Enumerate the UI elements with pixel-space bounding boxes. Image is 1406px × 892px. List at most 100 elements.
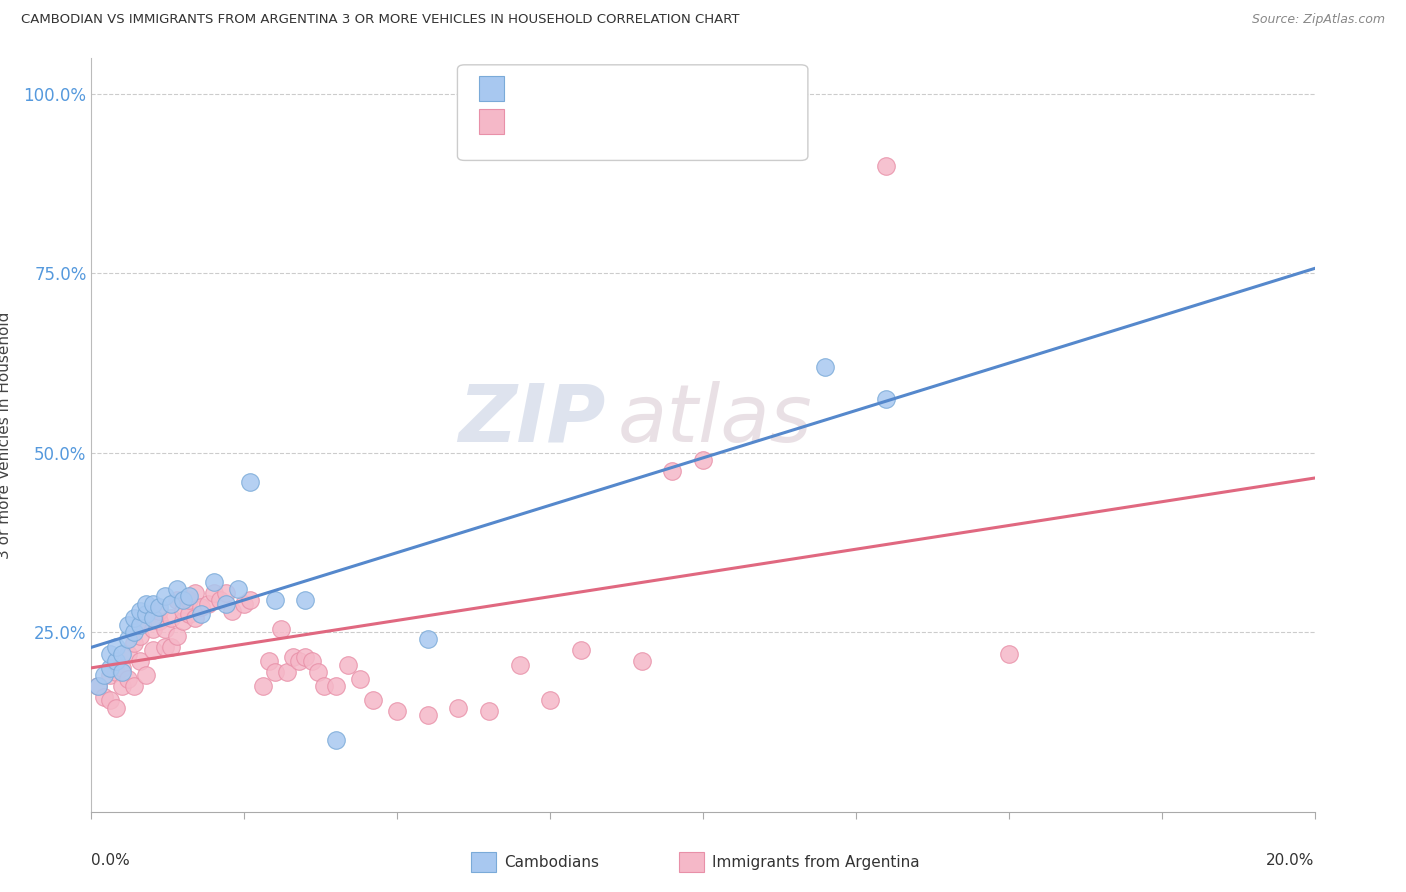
Point	[239, 475, 262, 489]
Point	[117, 632, 139, 647]
Point	[98, 668, 121, 682]
Point	[166, 582, 188, 597]
Point	[153, 622, 176, 636]
Point	[202, 586, 225, 600]
Point	[122, 679, 145, 693]
Point	[172, 593, 194, 607]
Point	[111, 647, 134, 661]
Point	[264, 593, 287, 607]
Point	[661, 464, 683, 478]
Point	[135, 615, 157, 629]
Point	[148, 604, 170, 618]
Point	[631, 654, 654, 668]
Text: atlas: atlas	[617, 381, 813, 458]
Point	[93, 690, 115, 704]
Point	[385, 704, 409, 718]
Point	[252, 679, 274, 693]
Point	[239, 593, 262, 607]
Point	[141, 643, 163, 657]
Point	[875, 392, 898, 406]
Text: ZIP: ZIP	[458, 381, 605, 458]
Point	[197, 597, 219, 611]
Text: CAMBODIAN VS IMMIGRANTS FROM ARGENTINA 3 OR MORE VEHICLES IN HOUSEHOLD CORRELATI: CAMBODIAN VS IMMIGRANTS FROM ARGENTINA 3…	[21, 13, 740, 27]
Point	[141, 622, 163, 636]
Point	[135, 668, 157, 682]
Point	[875, 159, 898, 173]
Point	[160, 611, 183, 625]
Point	[141, 611, 163, 625]
Point	[416, 707, 439, 722]
Point	[166, 629, 188, 643]
Point	[325, 679, 347, 693]
Point	[264, 665, 287, 679]
Point	[294, 650, 316, 665]
Point	[86, 679, 108, 693]
Point	[416, 632, 439, 647]
Point	[172, 615, 194, 629]
Point	[160, 640, 183, 654]
Point	[104, 654, 127, 668]
Point	[86, 679, 108, 693]
Point	[478, 704, 501, 718]
Point	[129, 604, 152, 618]
Text: R = 0.600   N = 35: R = 0.600 N = 35	[513, 81, 679, 96]
Point	[98, 693, 121, 707]
Point	[117, 647, 139, 661]
Point	[447, 700, 470, 714]
Point	[104, 700, 127, 714]
Point	[270, 622, 292, 636]
Point	[179, 607, 201, 622]
Point	[172, 604, 194, 618]
Point	[153, 640, 176, 654]
Point	[135, 607, 157, 622]
Point	[184, 611, 207, 625]
Point	[111, 665, 134, 679]
Point	[569, 643, 592, 657]
Text: R = 0.543   N = 67: R = 0.543 N = 67	[513, 113, 679, 128]
Point	[184, 586, 207, 600]
Point	[325, 733, 347, 747]
Point	[129, 629, 152, 643]
Point	[160, 597, 183, 611]
Point	[283, 650, 305, 665]
Point	[215, 597, 238, 611]
Point	[215, 586, 238, 600]
Point	[129, 654, 152, 668]
Point	[226, 582, 249, 597]
Point	[141, 597, 163, 611]
Point	[307, 665, 329, 679]
Point	[111, 679, 134, 693]
Point	[288, 654, 311, 668]
Point	[233, 597, 256, 611]
Point	[166, 593, 188, 607]
Point	[301, 654, 323, 668]
Point	[509, 657, 531, 672]
Point	[98, 661, 121, 675]
Point	[122, 625, 145, 640]
Point	[337, 657, 360, 672]
Point	[538, 693, 561, 707]
Point	[361, 693, 384, 707]
Point	[294, 593, 316, 607]
Text: 20.0%: 20.0%	[1267, 853, 1315, 868]
Point	[104, 640, 127, 654]
Point	[202, 574, 225, 589]
Point	[93, 668, 115, 682]
Point	[179, 590, 201, 604]
Text: Immigrants from Argentina: Immigrants from Argentina	[713, 855, 920, 870]
Point	[998, 647, 1021, 661]
Point	[135, 597, 157, 611]
Point	[312, 679, 335, 693]
Point	[129, 618, 152, 632]
Point	[153, 590, 176, 604]
Point	[190, 600, 212, 615]
Text: 0.0%: 0.0%	[91, 853, 131, 868]
Point	[104, 665, 127, 679]
Point	[221, 604, 243, 618]
Point	[148, 600, 170, 615]
Y-axis label: 3 or more Vehicles in Household: 3 or more Vehicles in Household	[0, 311, 13, 558]
Point	[179, 593, 201, 607]
Point	[257, 654, 280, 668]
Point	[148, 615, 170, 629]
Point	[208, 593, 231, 607]
